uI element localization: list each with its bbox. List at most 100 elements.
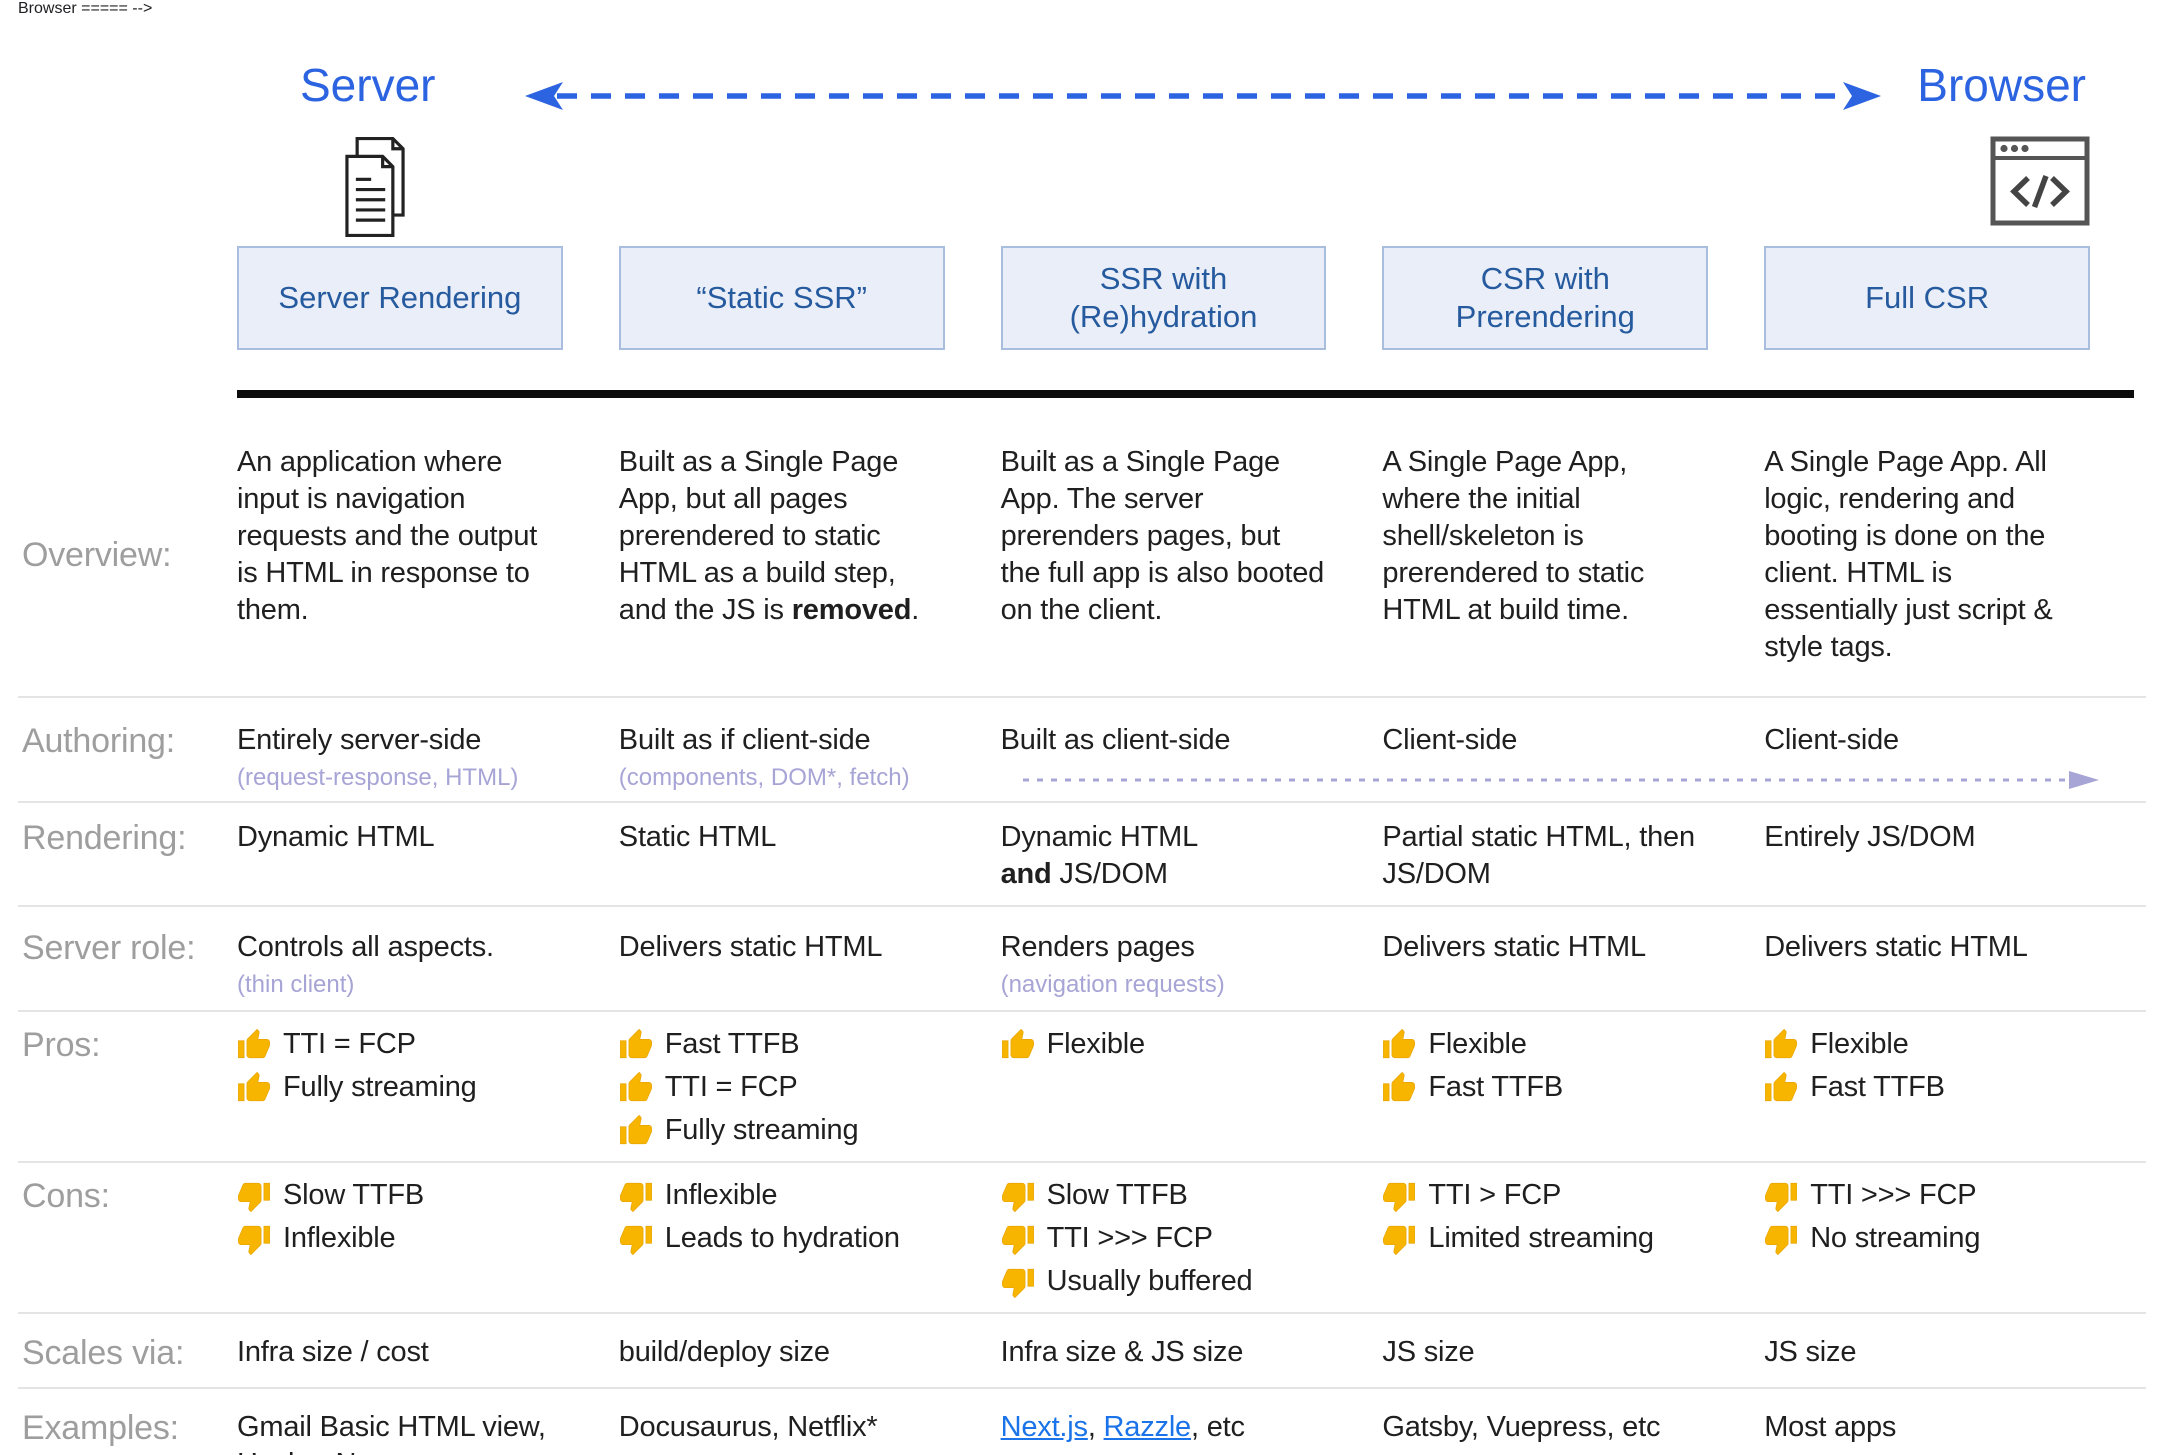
cons-server-rendering: Slow TTFB Inflexible — [237, 1177, 619, 1306]
row-label-server-role: Server role: — [22, 929, 196, 967]
examples-server-rendering: Gmail Basic HTML view, Hacker News — [237, 1411, 546, 1455]
pro-item: Fast TTFB — [1382, 1069, 1708, 1106]
rendering-full-csr: Entirely JS/DOM — [1764, 821, 1976, 853]
row-label-authoring: Authoring: — [22, 722, 175, 760]
scales-csr-prerendering: JS size — [1382, 1336, 1475, 1368]
thumbs-up-icon — [619, 1071, 653, 1105]
con-item: TTI > FCP — [1382, 1177, 1708, 1214]
rendering-static-ssr: Static HTML — [618, 821, 777, 853]
thumbs-down-icon — [237, 1179, 271, 1213]
con-item: Slow TTFB — [1001, 1177, 1327, 1214]
header-divider-rule — [237, 390, 2134, 398]
con-item: TTI >>> FCP — [1001, 1220, 1327, 1257]
row-label-scales-via: Scales via: — [22, 1334, 185, 1372]
thumbs-down-icon — [1764, 1222, 1798, 1256]
examples-static-ssr: Docusaurus, Netflix* — [618, 1411, 878, 1443]
thumbs-up-icon — [619, 1114, 653, 1148]
row-label-examples: Examples: — [22, 1409, 179, 1447]
thumbs-down-icon — [237, 1222, 271, 1256]
con-item: Inflexible — [619, 1177, 945, 1214]
overview-ssr-rehydration: Built as a Single Page App. The server p… — [1000, 446, 1325, 626]
pro-item: TTI = FCP — [619, 1069, 945, 1106]
thumbs-down-icon — [1382, 1222, 1416, 1256]
pro-item: Fast TTFB — [1764, 1069, 2090, 1106]
row-label-pros: Pros: — [22, 1026, 101, 1064]
con-item: Inflexible — [237, 1220, 563, 1257]
column-header-full-csr: Full CSR — [1764, 246, 2090, 350]
server-role-csr-prerendering: Delivers static HTML — [1382, 931, 1646, 963]
overview-server-rendering: An application where input is navigation… — [237, 446, 538, 626]
con-item: Leads to hydration — [619, 1220, 945, 1257]
con-item: Usually buffered — [1001, 1263, 1327, 1300]
row-rendering: Rendering: Dynamic HTML Static HTML Dyna… — [18, 803, 2146, 907]
razzle-link[interactable]: Razzle — [1103, 1411, 1192, 1443]
row-overview: Overview: An application where input is … — [18, 398, 2146, 698]
con-item: TTI >>> FCP — [1764, 1177, 2090, 1214]
thumbs-up-icon — [1764, 1071, 1798, 1105]
column-header-static-ssr: “Static SSR” — [618, 246, 945, 350]
browser-window-icon — [1990, 136, 2090, 226]
row-label-overview: Overview: — [22, 535, 172, 574]
client-side-trend-arrow-icon — [1023, 771, 2099, 789]
server-role-full-csr: Delivers static HTML — [1764, 931, 2028, 963]
pro-item: Fully streaming — [237, 1069, 563, 1106]
pro-item: Flexible — [1382, 1026, 1708, 1063]
pros-csr-prerendering: Flexible Fast TTFB — [1382, 1026, 1764, 1155]
pro-item: Flexible — [1764, 1026, 2090, 1063]
spectrum-header: Server Browser — [18, 18, 2146, 246]
row-label-cons: Cons: — [22, 1177, 110, 1215]
row-authoring: Authoring: Entirely server-side (request… — [18, 698, 2146, 803]
column-header-ssr-rehydration: SSR with (Re)hydration — [1000, 246, 1327, 350]
authoring-static-ssr: Built as if client-side (components, DOM… — [619, 722, 1001, 793]
thumbs-up-icon — [1382, 1028, 1416, 1062]
pro-item: Fast TTFB — [619, 1026, 945, 1063]
thumbs-up-icon — [619, 1028, 653, 1062]
authoring-full-csr: Client-side — [1764, 724, 1899, 756]
server-role-subnote: (thin client) — [237, 971, 355, 998]
authoring-ssr-rehydration: Built as client-side — [1000, 724, 1231, 756]
examples-csr-prerendering: Gatsby, Vuepress, etc — [1382, 1411, 1661, 1443]
row-cons: Cons: Slow TTFB Inflexible Inflexible Le… — [18, 1163, 2146, 1314]
scales-static-ssr: build/deploy size — [618, 1336, 830, 1368]
column-header-server-rendering: Server Rendering — [237, 246, 563, 350]
row-pros: Pros: TTI = FCP Fully streaming Fast TTF… — [18, 1012, 2146, 1163]
authoring-csr-prerendering: Client-side — [1382, 724, 1518, 756]
column-headers: Server Rendering “Static SSR” SSR with (… — [18, 246, 2146, 350]
thumbs-up-icon — [237, 1071, 271, 1105]
scales-full-csr: JS size — [1764, 1336, 1857, 1368]
nextjs-link[interactable]: Next.js — [1000, 1411, 1088, 1443]
con-item: Slow TTFB — [237, 1177, 563, 1214]
row-examples: Examples: Gmail Basic HTML view, Hacker … — [18, 1389, 2146, 1455]
thumbs-up-icon — [1001, 1028, 1035, 1062]
examples-full-csr: Most apps — [1764, 1411, 1897, 1443]
row-scales-via: Scales via: Infra size / cost build/depl… — [18, 1314, 2146, 1389]
pro-item: Flexible — [1001, 1026, 1327, 1063]
scales-server-rendering: Infra size / cost — [237, 1336, 429, 1368]
pros-static-ssr: Fast TTFB TTI = FCP Fully streaming — [619, 1026, 1001, 1155]
thumbs-down-icon — [1382, 1179, 1416, 1213]
cons-full-csr: TTI >>> FCP No streaming — [1764, 1177, 2146, 1306]
thumbs-down-icon — [1001, 1222, 1035, 1256]
rendering-server-rendering: Dynamic HTML — [237, 821, 435, 853]
cons-csr-prerendering: TTI > FCP Limited streaming — [1382, 1177, 1764, 1306]
overview-static-ssr: Built as a Single Page App, but all page… — [618, 446, 920, 626]
server-role-server-rendering: Controls all aspects. (thin client) — [237, 929, 619, 1000]
pro-item: TTI = FCP — [237, 1026, 563, 1063]
con-item: No streaming — [1764, 1220, 2090, 1257]
cons-ssr-rehydration: Slow TTFB TTI >>> FCP Usually buffered — [1001, 1177, 1383, 1306]
thumbs-up-icon — [1764, 1028, 1798, 1062]
server-documents-icon — [345, 136, 405, 238]
pros-ssr-rehydration: Flexible — [1001, 1026, 1383, 1155]
authoring-subnote: (request-response, HTML) — [237, 764, 519, 791]
thumbs-down-icon — [1001, 1179, 1035, 1213]
server-browser-spectrum-arrow-icon — [525, 82, 1881, 110]
thumbs-down-icon — [1764, 1179, 1798, 1213]
row-server-role: Server role: Controls all aspects. (thin… — [18, 907, 2146, 1012]
thumbs-up-icon — [237, 1028, 271, 1062]
pros-full-csr: Flexible Fast TTFB — [1764, 1026, 2146, 1155]
thumbs-down-icon — [1001, 1265, 1035, 1299]
authoring-subnote: (components, DOM*, fetch) — [618, 764, 910, 791]
overview-csr-prerendering: A Single Page App, where the initial she… — [1382, 446, 1645, 626]
authoring-server-rendering: Entirely server-side (request-response, … — [237, 722, 619, 793]
pro-item: Fully streaming — [619, 1112, 945, 1149]
